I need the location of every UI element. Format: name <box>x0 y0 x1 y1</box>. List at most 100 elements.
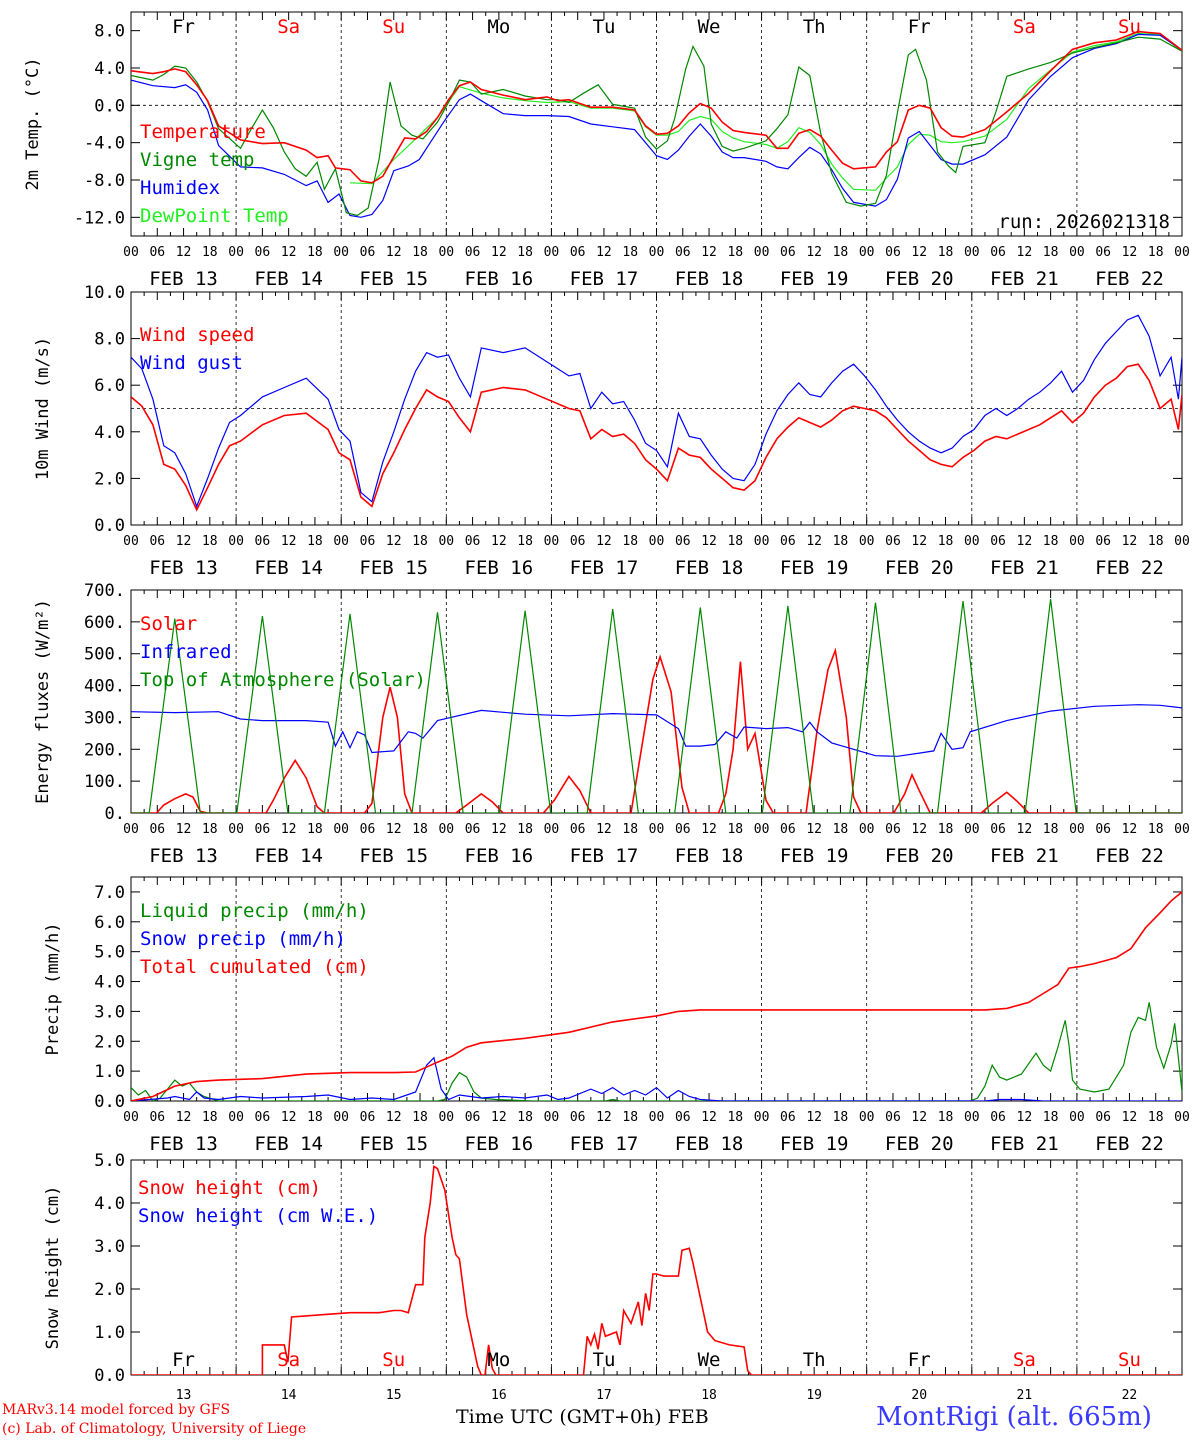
date-label: FEB 15 <box>359 268 428 290</box>
hour-label: 06 <box>885 822 901 837</box>
day-number: 20 <box>911 1388 927 1403</box>
hour-label: 06 <box>780 245 796 260</box>
hour-label: 06 <box>570 245 586 260</box>
hour-label: 06 <box>465 534 481 549</box>
legend-entry: Total cumulated (cm) <box>140 956 369 978</box>
series-line-snow-precip-mm-h- <box>131 1056 1182 1101</box>
hour-label: 00 <box>754 245 770 260</box>
hour-label: 18 <box>938 1110 954 1125</box>
hour-label: 00 <box>754 822 770 837</box>
hour-label: 18 <box>307 245 323 260</box>
hour-label: 18 <box>622 534 638 549</box>
date-label: FEB 17 <box>570 557 639 579</box>
hour-label: 00 <box>438 245 454 260</box>
date-label: FEB 17 <box>570 268 639 290</box>
hour-label: 12 <box>491 1110 507 1125</box>
hour-label: 06 <box>885 1110 901 1125</box>
hour-label: 06 <box>360 534 376 549</box>
hour-label: 18 <box>517 822 533 837</box>
y-tick-label: -12.0 <box>74 208 125 228</box>
hour-label: 06 <box>1095 1110 1111 1125</box>
hour-label: 12 <box>386 245 402 260</box>
hour-label: 00 <box>228 822 244 837</box>
hour-label: 18 <box>727 245 743 260</box>
date-label: FEB 20 <box>885 557 954 579</box>
hour-label: 06 <box>149 1110 165 1125</box>
hour-label: 18 <box>833 1110 849 1125</box>
hour-label: 06 <box>255 822 271 837</box>
hour-label: 00 <box>649 1110 665 1125</box>
date-label: FEB 14 <box>254 557 323 579</box>
panel-wind: 10.0 8.0 6.0 4.0 2.0 0.0 10m Wind (m/s) Wind sp… <box>33 283 1190 579</box>
y-axis-title: Energy fluxes (W/m²) <box>33 599 53 804</box>
hour-label: 12 <box>176 534 192 549</box>
day-number: 15 <box>386 1388 402 1403</box>
hour-label: 06 <box>570 1110 586 1125</box>
date-label: FEB 22 <box>1095 268 1164 290</box>
panel-temp: 8.0 4.0 0.0 -4.0 -8.0 -12.0 2m Temp. (°C) Tempe… <box>23 11 1190 290</box>
date-label: FEB 18 <box>675 557 744 579</box>
legend-entry: DewPoint Temp <box>140 205 289 227</box>
series-line-snow-height-cm- <box>131 1165 1182 1375</box>
hour-label: 00 <box>228 245 244 260</box>
hour-label: 00 <box>333 534 349 549</box>
y-tick-label: 4.0 <box>94 59 125 79</box>
hour-label: 12 <box>806 245 822 260</box>
hour-label: 18 <box>1043 534 1059 549</box>
day-number: 18 <box>701 1388 717 1403</box>
date-label: FEB 21 <box>990 845 1059 867</box>
hour-label: 06 <box>780 534 796 549</box>
y-tick-label: 700. <box>84 581 125 601</box>
hour-label: 12 <box>1017 822 1033 837</box>
hour-label: 12 <box>386 534 402 549</box>
y-tick-label: 0. <box>105 804 125 824</box>
hour-label: 06 <box>465 822 481 837</box>
hour-label: 00 <box>333 822 349 837</box>
panel-precip: 7.0 6.0 5.0 4.0 3.0 2.0 1.0 0.0 Precip (mm/h) Liq… <box>43 876 1190 1155</box>
hour-label: 12 <box>1122 822 1138 837</box>
hour-label: 12 <box>1122 534 1138 549</box>
y-tick-label: 0.0 <box>94 516 125 536</box>
hour-label: 12 <box>701 1110 717 1125</box>
y-tick-label: -8.0 <box>84 171 125 191</box>
hour-label: 18 <box>1043 245 1059 260</box>
y-axis-title: 2m Temp. (°C) <box>23 57 43 190</box>
hour-label: 12 <box>911 534 927 549</box>
date-label: FEB 18 <box>675 1133 744 1155</box>
hour-label: 00 <box>123 534 139 549</box>
hour-label: 00 <box>544 534 560 549</box>
hour-label: 12 <box>491 245 507 260</box>
plot-frame <box>130 11 1183 237</box>
run-label: run: 2026021318 <box>998 211 1170 233</box>
hour-label: 00 <box>964 245 980 260</box>
series-line-dewpoint-temp <box>349 32 1182 191</box>
date-label: FEB 17 <box>570 845 639 867</box>
hour-label: 00 <box>859 1110 875 1125</box>
hour-label: 00 <box>438 534 454 549</box>
hour-label: 06 <box>990 822 1006 837</box>
day-label: Sa <box>1013 1349 1036 1371</box>
date-label: FEB 13 <box>149 845 218 867</box>
hour-label: 06 <box>570 822 586 837</box>
hour-label: 18 <box>938 534 954 549</box>
date-label: FEB 20 <box>885 845 954 867</box>
hour-label: 12 <box>806 534 822 549</box>
date-label: FEB 19 <box>780 845 849 867</box>
hour-label: 00 <box>123 822 139 837</box>
hour-label: 06 <box>465 245 481 260</box>
y-tick-label: 3.0 <box>94 1002 125 1022</box>
hour-label: 18 <box>412 822 428 837</box>
hour-label: 06 <box>675 1110 691 1125</box>
hour-label: 12 <box>596 822 612 837</box>
date-label: FEB 14 <box>254 1133 323 1155</box>
hour-label: 12 <box>281 822 297 837</box>
hour-label: 12 <box>806 822 822 837</box>
series-line-infrared <box>131 704 1182 757</box>
hour-label: 12 <box>1017 534 1033 549</box>
hour-label: 06 <box>255 534 271 549</box>
hour-label: 00 <box>438 1110 454 1125</box>
hour-label: 18 <box>517 534 533 549</box>
hour-label: 18 <box>833 822 849 837</box>
y-tick-label: 300. <box>84 708 125 728</box>
